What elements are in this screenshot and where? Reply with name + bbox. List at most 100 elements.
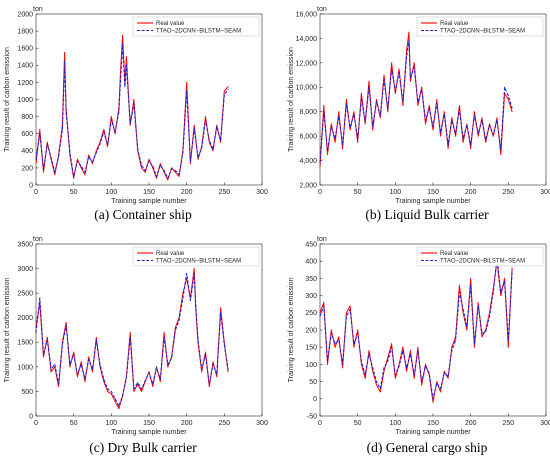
data-point (338, 116, 340, 118)
data-point (65, 111, 67, 113)
data-point (451, 350, 453, 352)
x-tick-label: 150 (427, 420, 439, 427)
legend-box (416, 16, 544, 37)
data-point (125, 377, 127, 379)
legend-label: Real value (156, 21, 185, 27)
data-point (84, 378, 86, 380)
data-point (76, 160, 78, 162)
data-point (118, 408, 120, 410)
data-point (189, 300, 191, 301)
data-point (114, 400, 116, 402)
data-point (458, 105, 460, 107)
y-tick-label: 1200 (17, 80, 33, 87)
data-point (342, 367, 344, 369)
data-point (338, 111, 340, 113)
x-tick-label: 200 (181, 189, 193, 196)
data-point (174, 171, 176, 173)
data-point (425, 365, 426, 367)
panel-a: 0 50 100 150 200 250 300 0 200 400 600 800 1000 1200 1… (4, 6, 268, 205)
data-point (451, 117, 453, 119)
data-point (193, 128, 195, 130)
data-point (413, 62, 415, 64)
data-point (409, 350, 411, 352)
data-point (334, 141, 336, 143)
data-point (76, 158, 78, 160)
data-point (216, 124, 218, 126)
data-point (417, 101, 419, 103)
data-point (481, 119, 483, 121)
data-point (349, 127, 351, 129)
y-tick-label: 1000 (17, 364, 33, 371)
y-tick-label: 400 (305, 259, 317, 266)
data-point (212, 148, 214, 150)
data-point (364, 121, 366, 122)
data-point (504, 281, 506, 283)
data-point (398, 68, 400, 70)
data-point (159, 381, 161, 383)
data-point (197, 157, 199, 159)
data-point (436, 102, 438, 104)
data-point (92, 368, 93, 370)
data-point (122, 34, 124, 36)
data-point (167, 177, 169, 179)
data-point (182, 297, 184, 299)
data-point (152, 383, 154, 385)
data-point (319, 315, 321, 317)
data-point (477, 305, 479, 307)
data-point (500, 154, 502, 155)
data-point (152, 386, 154, 387)
y-tick-label: 12,000 (296, 60, 318, 67)
data-point (148, 372, 150, 374)
y-unit-label: ton (33, 6, 43, 13)
data-point (137, 148, 139, 150)
data-point (428, 105, 430, 107)
data-point (425, 363, 426, 365)
data-point (46, 143, 48, 145)
data-point (342, 147, 344, 149)
legend-label: TTAO−2DCNN−BiLSTM−SEAM (440, 259, 525, 265)
data-point (133, 99, 135, 100)
data-point (174, 170, 176, 171)
data-point (39, 128, 41, 130)
data-point (455, 135, 457, 137)
x-tick-label: 0 (318, 189, 322, 196)
data-point (372, 370, 374, 372)
data-point (80, 167, 82, 169)
data-point (148, 160, 150, 162)
data-point (141, 388, 142, 390)
legend-label: Real value (440, 251, 469, 257)
legend-label: TTAO−2DCNN−BiLSTM−SEAM (156, 259, 241, 265)
data-point (357, 141, 359, 143)
data-point (80, 361, 82, 363)
x-tick-label: 250 (502, 189, 514, 196)
data-point (338, 336, 340, 338)
data-point (489, 315, 490, 317)
data-point (323, 305, 325, 307)
data-point (163, 170, 165, 171)
x-axis-label: Training sample number (395, 429, 471, 436)
y-tick-label: -50 (307, 413, 317, 420)
data-point (432, 125, 434, 127)
panel-b: 0 50 100 150 200 250 300 2,000 4,000 6,000 8,000 10… (288, 6, 550, 205)
data-point (364, 374, 366, 376)
data-point (353, 113, 355, 115)
data-point (440, 388, 441, 389)
data-point (39, 133, 41, 135)
data-point (470, 284, 472, 286)
data-point (447, 375, 449, 377)
legend-box (416, 246, 544, 267)
data-point (107, 390, 109, 392)
data-point (39, 297, 41, 299)
x-tick-label: 300 (540, 189, 550, 196)
data-point (58, 383, 60, 385)
data-point (110, 390, 112, 392)
data-point (507, 99, 509, 100)
data-point (436, 382, 438, 384)
data-point (84, 381, 86, 383)
data-point (95, 150, 97, 152)
data-point (391, 68, 393, 70)
y-tick-label: 2500 (17, 291, 33, 298)
data-point (500, 149, 502, 151)
y-tick-label: 6,000 (299, 134, 317, 141)
data-point (504, 86, 506, 88)
